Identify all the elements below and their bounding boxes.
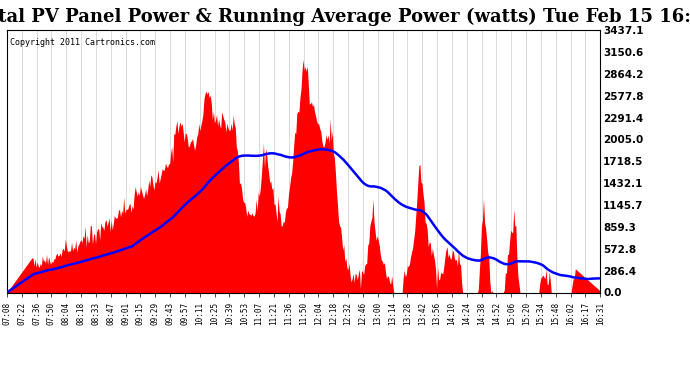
Text: Copyright 2011 Cartronics.com: Copyright 2011 Cartronics.com: [10, 38, 155, 47]
Text: Total PV Panel Power & Running Average Power (watts) Tue Feb 15 16:47: Total PV Panel Power & Running Average P…: [0, 8, 690, 26]
